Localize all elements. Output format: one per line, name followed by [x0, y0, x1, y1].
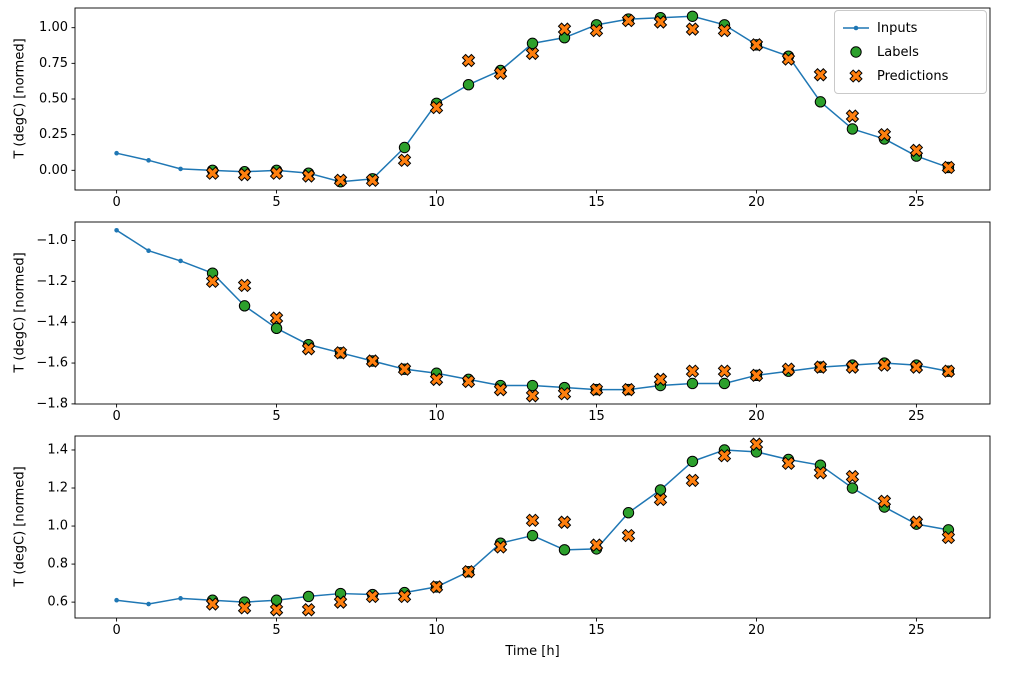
line-dot-icon — [843, 25, 869, 31]
x-marker-icon — [849, 69, 863, 83]
svg-text:0: 0 — [112, 409, 120, 424]
svg-text:5: 5 — [272, 195, 280, 210]
series-predictions — [205, 274, 956, 403]
svg-text:−1.4: −1.4 — [36, 315, 68, 330]
svg-text:1.0: 1.0 — [47, 519, 68, 534]
svg-text:25: 25 — [908, 195, 925, 210]
svg-text:5: 5 — [272, 623, 280, 638]
xlabel: Time [h] — [505, 644, 560, 659]
legend-item-labels: Labels — [842, 40, 978, 64]
svg-text:−1.0: −1.0 — [36, 233, 68, 248]
legend-circle-sample — [850, 46, 862, 58]
circle-marker-icon — [850, 46, 862, 58]
svg-text:0.25: 0.25 — [39, 127, 68, 142]
svg-text:15: 15 — [588, 195, 605, 210]
legend: Inputs Labels Predictions — [834, 10, 987, 94]
legend-label-inputs: Inputs — [877, 20, 918, 36]
svg-text:0: 0 — [112, 623, 120, 638]
svg-text:10: 10 — [428, 409, 445, 424]
svg-text:20: 20 — [748, 195, 765, 210]
svg-text:25: 25 — [908, 623, 925, 638]
ylabel-subplot-3: T (degC) [normed] — [12, 466, 28, 587]
svg-text:1.4: 1.4 — [47, 442, 68, 457]
svg-text:1.00: 1.00 — [39, 20, 68, 35]
legend-item-inputs: Inputs — [842, 16, 978, 40]
svg-text:20: 20 — [748, 623, 765, 638]
series-predictions — [205, 437, 956, 617]
svg-text:0.00: 0.00 — [39, 163, 68, 178]
svg-text:15: 15 — [588, 623, 605, 638]
ylabel-subplot-2: T (degC) [normed] — [12, 252, 28, 373]
svg-text:10: 10 — [428, 195, 445, 210]
legend-dot-sample — [853, 25, 859, 31]
svg-text:1.2: 1.2 — [47, 481, 68, 496]
svg-text:−1.8: −1.8 — [36, 396, 68, 411]
ylabel-subplot-1: T (degC) [normed] — [12, 38, 28, 159]
svg-text:15: 15 — [588, 409, 605, 424]
legend-x-sample — [849, 69, 863, 83]
subplot-2: 0 5 10 15 20 25 −1.8 −1.6 −1.4 −1.2 −1.0 — [36, 221, 991, 424]
series-predictions — [205, 13, 956, 188]
legend-label-predictions: Predictions — [877, 68, 949, 84]
legend-item-predictions: Predictions — [842, 64, 978, 88]
svg-text:0.75: 0.75 — [39, 56, 68, 71]
svg-text:0.6: 0.6 — [47, 595, 68, 610]
legend-label-labels: Labels — [877, 44, 919, 60]
svg-text:5: 5 — [272, 409, 280, 424]
svg-text:0.8: 0.8 — [47, 557, 68, 572]
svg-text:0.50: 0.50 — [39, 92, 68, 107]
svg-text:0: 0 — [112, 195, 120, 210]
svg-text:20: 20 — [748, 409, 765, 424]
svg-text:−1.6: −1.6 — [36, 356, 68, 371]
svg-text:−1.2: −1.2 — [36, 274, 68, 289]
svg-text:25: 25 — [908, 409, 925, 424]
svg-text:10: 10 — [428, 623, 445, 638]
series-labels — [206, 267, 955, 396]
series-labels — [206, 444, 955, 608]
subplot-1: 0 5 10 15 20 25 0.00 0.25 0.50 0.75 1.00 — [39, 7, 991, 210]
subplot-3: 0 5 10 15 20 25 0.6 0.8 1.0 1.2 1.4 — [47, 435, 991, 638]
